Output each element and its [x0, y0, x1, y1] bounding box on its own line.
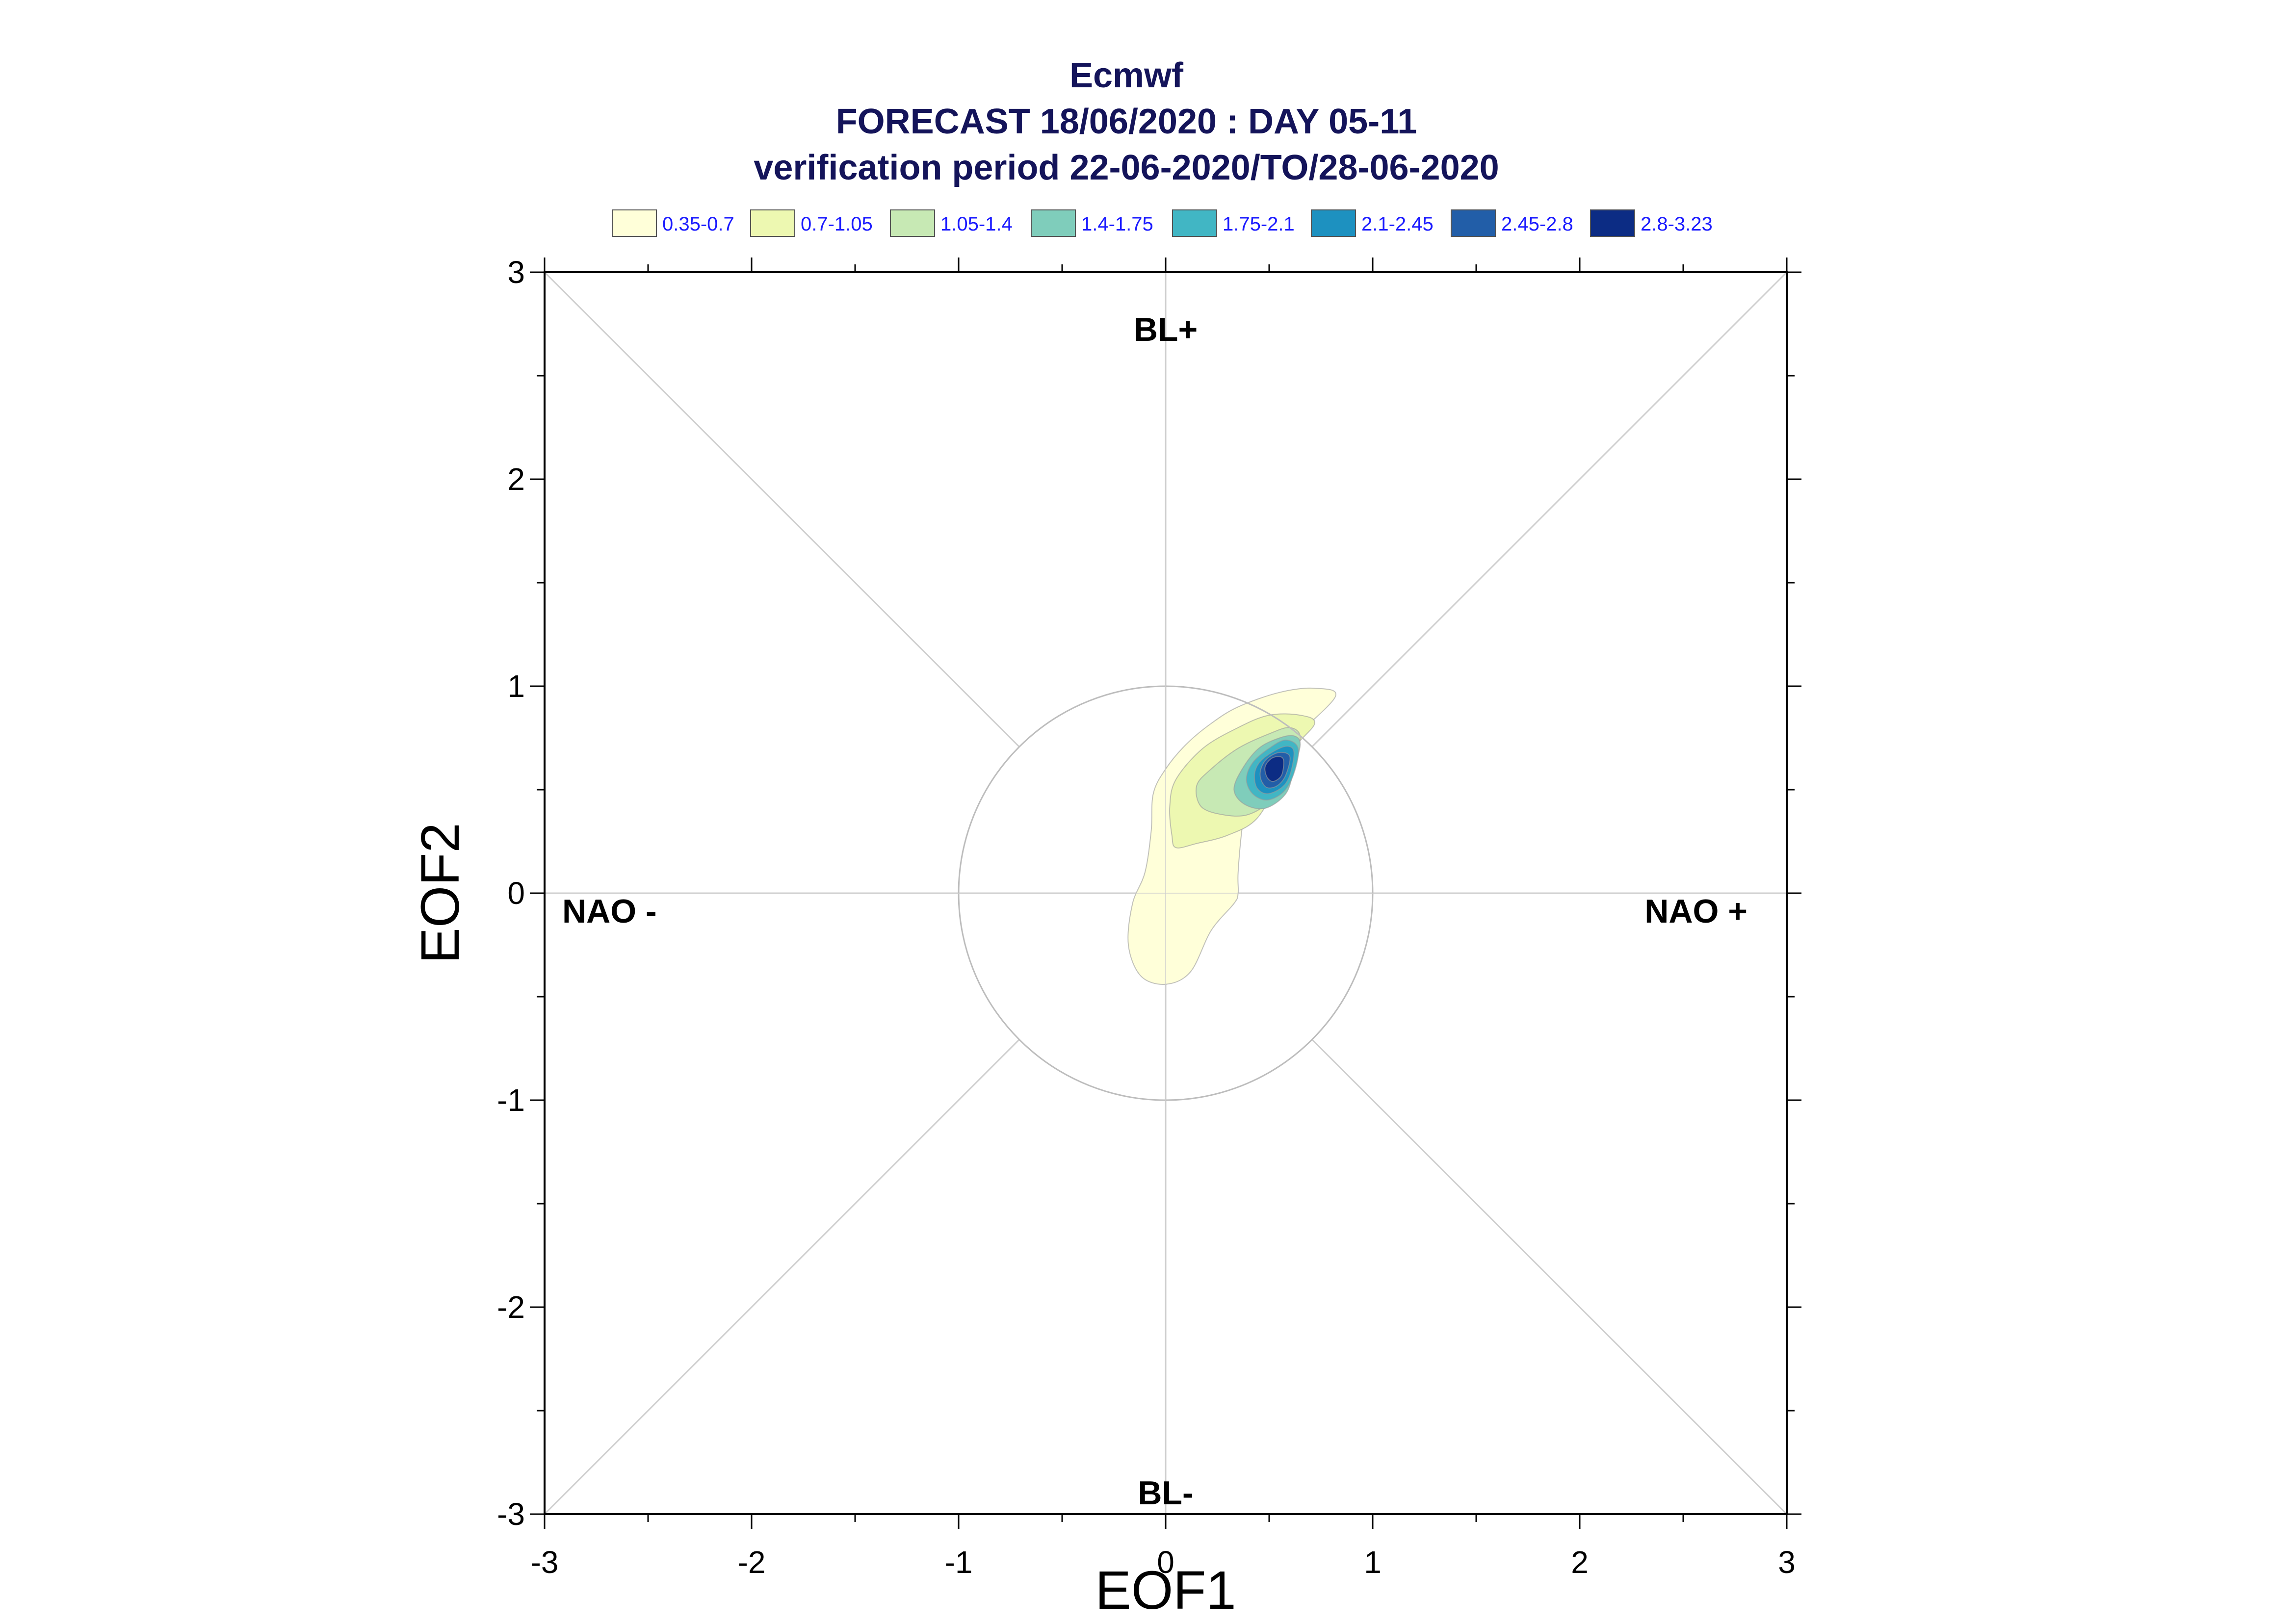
legend-swatch [1311, 209, 1356, 237]
legend-label: 2.8-3.23 [1641, 213, 1713, 235]
x-tick-label: 0 [1157, 1545, 1174, 1580]
plot-frame [530, 258, 1801, 1529]
y-tick-label: 2 [507, 462, 525, 497]
y-tick-label: 0 [507, 876, 525, 911]
legend-label: 0.35-0.7 [662, 213, 734, 235]
regime-label-bl-minus: BL- [1138, 1474, 1193, 1512]
y-tick-label: -3 [497, 1496, 525, 1532]
y-axis-title: EOF2 [410, 823, 470, 963]
legend-label: 1.4-1.75 [1081, 213, 1153, 235]
y-tick-labels: -3 -2 -1 0 1 2 3 [497, 255, 525, 1532]
x-tick-label: 2 [1571, 1545, 1589, 1580]
legend-label: 0.7-1.05 [801, 213, 873, 235]
density-contour-2.8-3.23 [1264, 756, 1284, 782]
title-line-2: FORECAST 18/06/2020 : DAY 05-11 [836, 102, 1417, 141]
title-line-1: Ecmwf [1069, 56, 1184, 95]
diagonal-line [544, 271, 1020, 748]
diagonal-line [544, 1039, 1020, 1515]
legend-swatch [890, 209, 935, 237]
x-tick-label: -2 [738, 1545, 766, 1580]
y-tick-label: -2 [497, 1289, 525, 1325]
overlay [545, 272, 1787, 1514]
x-tick-labels: -3 -2 -1 0 1 2 3 [531, 1545, 1796, 1580]
regime-label-nao-minus: NAO - [562, 893, 657, 930]
x-tick-label: -3 [531, 1545, 559, 1580]
x-tick-label: 1 [1364, 1545, 1382, 1580]
regime-label-nao-plus: NAO + [1644, 893, 1747, 930]
legend: 0.35-0.7 0.7-1.05 1.05-1.4 1.4-1.75 1.75-2.1… [612, 209, 1713, 237]
legend-label: 1.05-1.4 [940, 213, 1013, 235]
x-tick-label: 3 [1778, 1545, 1796, 1580]
legend-label: 1.75-2.1 [1223, 213, 1295, 235]
legend-swatch [612, 209, 657, 237]
y-tick-label: 1 [507, 669, 525, 704]
legend-swatch [1451, 209, 1496, 237]
x-tick-label: -1 [945, 1545, 973, 1580]
diagonal-line [1311, 1039, 1788, 1515]
chart-title: Ecmwf FORECAST 18/06/2020 : DAY 05-11 ve… [754, 56, 1499, 187]
legend-swatch [1031, 209, 1076, 237]
y-tick-label: -1 [497, 1083, 525, 1118]
diagonal-line [1311, 271, 1788, 748]
legend-swatch [1590, 209, 1635, 237]
legend-swatch [1172, 209, 1217, 237]
legend-swatch [750, 209, 795, 237]
regime-label-bl-plus: BL+ [1134, 311, 1198, 348]
density-contours [1127, 687, 1337, 985]
x-axis-title: EOF1 [1095, 1560, 1236, 1621]
legend-label: 2.1-2.45 [1361, 213, 1434, 235]
title-line-3: verification period 22-06-2020/TO/28-06-… [754, 148, 1499, 187]
plot-area [530, 258, 1801, 1529]
legend-label: 2.45-2.8 [1501, 213, 1573, 235]
y-tick-label: 3 [507, 255, 525, 290]
